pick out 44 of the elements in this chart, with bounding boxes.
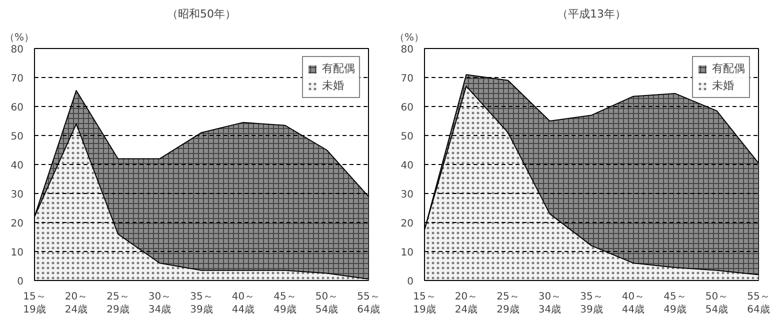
- x-tick-label: 20～ 24歳: [64, 292, 88, 316]
- y-tick-label: 80: [10, 44, 24, 56]
- y-tick-label: 40: [10, 160, 24, 172]
- x-tick-label: 15～ 19歳: [413, 292, 436, 316]
- x-tick-label: 55～ 64歳: [747, 292, 770, 316]
- legend-label: 有配偶: [322, 61, 355, 76]
- chart-title: （平成13年）: [557, 8, 626, 20]
- chart-title: （昭和50年）: [167, 8, 236, 20]
- y-tick-label: 40: [400, 160, 414, 172]
- y-tick-label: 70: [400, 74, 414, 84]
- x-tick-label: 25～ 29歳: [106, 292, 130, 316]
- x-tick-label: 45～ 49歳: [274, 292, 296, 316]
- y-tick-label: 30: [400, 190, 414, 200]
- x-tick-label: 40～ 44歳: [622, 292, 645, 316]
- x-tick-label: 50～ 54歳: [705, 292, 728, 316]
- y-tick-label: 10: [400, 248, 414, 258]
- x-tick-label: 25～ 29歳: [496, 292, 520, 316]
- x-tick-label: 30～ 34歳: [538, 292, 562, 316]
- x-tick-label: 35～ 39歳: [580, 292, 603, 316]
- legend-label: 未婚: [322, 78, 344, 93]
- x-tick-label: 20～ 24歳: [454, 292, 478, 316]
- x-tick-label: 50～ 54歳: [315, 292, 338, 316]
- y-tick-label: 10: [10, 248, 24, 258]
- legend-label: 有配偶: [712, 61, 745, 76]
- x-tick-label: 30～ 34歳: [148, 292, 172, 316]
- y-tick-label: 0: [17, 276, 24, 288]
- y-tick-label: 0: [407, 276, 414, 288]
- y-tick-label: 60: [10, 102, 24, 114]
- x-tick-label: 55～ 64歳: [357, 292, 380, 316]
- y-tick-label: 20: [10, 218, 24, 230]
- y-tick-label: 50: [10, 132, 24, 142]
- y-axis-title: （%）: [394, 32, 424, 44]
- x-tick-label: 15～ 19歳: [23, 292, 46, 316]
- y-tick-label: 80: [400, 44, 414, 56]
- y-tick-label: 30: [10, 190, 24, 200]
- x-tick-label: 35～ 39歳: [190, 292, 213, 316]
- y-axis-title: （%）: [4, 32, 34, 44]
- y-tick-label: 50: [400, 132, 414, 142]
- y-tick-label: 20: [400, 218, 414, 230]
- legend-label: 未婚: [712, 78, 734, 93]
- y-tick-label: 60: [400, 102, 414, 114]
- y-tick-label: 70: [10, 74, 24, 84]
- x-tick-label: 45～ 49歳: [664, 292, 686, 316]
- x-tick-label: 40～ 44歳: [232, 292, 255, 316]
